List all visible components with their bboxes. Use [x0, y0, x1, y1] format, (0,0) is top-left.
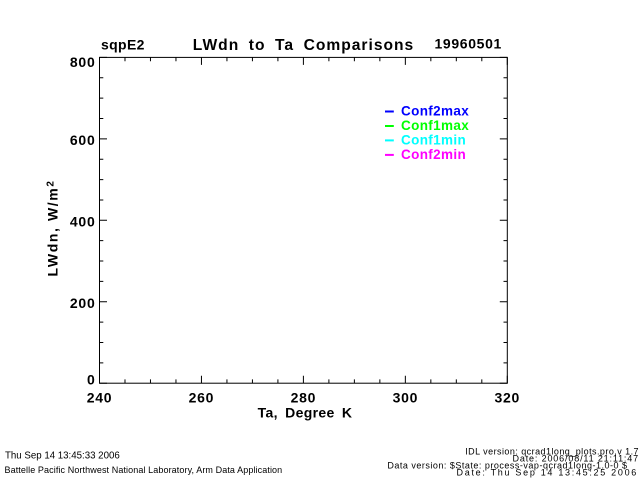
- svg-text:260: 260: [189, 390, 215, 406]
- svg-text:0: 0: [87, 372, 96, 388]
- svg-text:400: 400: [70, 214, 96, 230]
- svg-text:Conf2max: Conf2max: [401, 104, 469, 119]
- svg-text:Conf2min: Conf2min: [401, 147, 466, 162]
- svg-text:sqpE2: sqpE2: [101, 37, 145, 53]
- svg-text:Conf1min: Conf1min: [401, 133, 466, 148]
- svg-text:200: 200: [70, 295, 96, 311]
- svg-text:LWdn, W/m2: LWdn, W/m2: [45, 180, 61, 277]
- svg-text:800: 800: [70, 54, 96, 70]
- svg-text:Conf1max: Conf1max: [401, 118, 469, 133]
- svg-text:Data version: $State: process-: Data version: $State: process-vap-qcrad1…: [387, 461, 627, 471]
- svg-text:Battelle Pacific Northwest Nat: Battelle Pacific Northwest National Labo…: [5, 465, 283, 475]
- svg-text:Date: 2006/08/11 21:11:47: Date: 2006/08/11 21:11:47: [512, 453, 639, 463]
- svg-text:Ta, Degree K: Ta, Degree K: [258, 404, 353, 420]
- svg-text:280: 280: [291, 390, 317, 406]
- svg-text:19960501: 19960501: [435, 36, 503, 52]
- svg-text:240: 240: [87, 390, 113, 406]
- svg-text:LWdn to Ta Comparisons: LWdn to Ta Comparisons: [193, 37, 414, 54]
- svg-text:600: 600: [70, 132, 96, 148]
- svg-text:300: 300: [393, 390, 419, 406]
- svg-text:Date: Thu Sep 14 13:45:25 2006: Date: Thu Sep 14 13:45:25 2006: [457, 468, 638, 478]
- svg-text:IDL version: qcrad1long_plots.: IDL version: qcrad1long_plots.pro,v 1.7: [465, 446, 639, 456]
- svg-text:Thu Sep 14 13:45:33 2006: Thu Sep 14 13:45:33 2006: [5, 451, 120, 462]
- svg-text:320: 320: [494, 390, 520, 406]
